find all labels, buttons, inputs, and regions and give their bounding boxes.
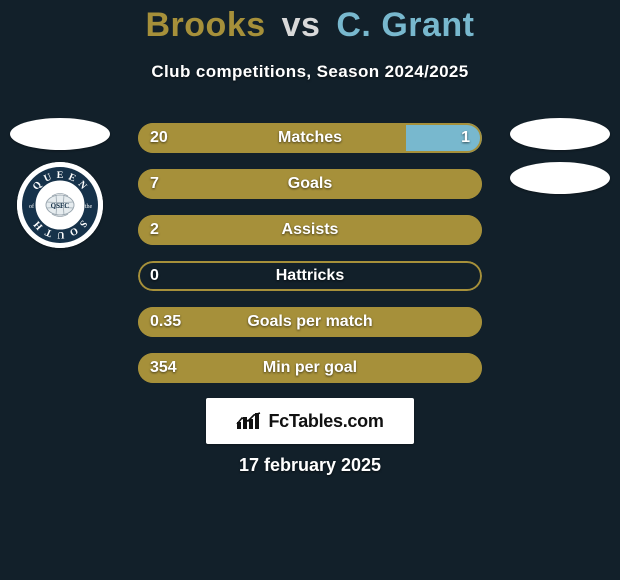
title-vs: vs bbox=[282, 6, 321, 44]
branding-card: FcTables.com bbox=[0, 398, 620, 444]
title-player-a: Brooks bbox=[146, 6, 266, 44]
date-text: 17 february 2025 bbox=[0, 455, 620, 476]
team-badge-placeholder bbox=[510, 162, 610, 194]
svg-text:of: of bbox=[29, 203, 34, 210]
stat-label: Assists bbox=[138, 215, 482, 245]
title-player-b: C. Grant bbox=[336, 6, 474, 44]
badges-right bbox=[510, 118, 610, 194]
stat-bar: 0.35Goals per match bbox=[138, 307, 482, 337]
stat-bar: 201Matches bbox=[138, 123, 482, 153]
stat-bar: 354Min per goal bbox=[138, 353, 482, 383]
bar-chart-icon bbox=[236, 411, 262, 431]
comparison-bars: 201Matches 7Goals 2Assists 0Hattricks 0.35Go… bbox=[138, 123, 482, 383]
branding-inner: FcTables.com bbox=[206, 398, 414, 444]
stat-bar: 7Goals bbox=[138, 169, 482, 199]
stat-bar: 2Assists bbox=[138, 215, 482, 245]
stat-label: Goals bbox=[138, 169, 482, 199]
branding-text: FcTables.com bbox=[268, 411, 383, 432]
stat-label: Goals per match bbox=[138, 307, 482, 337]
stat-label: Min per goal bbox=[138, 353, 482, 383]
stat-label: Hattricks bbox=[138, 261, 482, 291]
comparison-card: Brooks vs C. Grant Club competitions, Se… bbox=[0, 0, 620, 580]
title: Brooks vs C. Grant bbox=[0, 6, 620, 45]
svg-text:the: the bbox=[85, 204, 93, 210]
team-badge-placeholder bbox=[510, 118, 610, 150]
stat-label: Matches bbox=[138, 123, 482, 153]
badges-left: Q U E E N S O U T H of the QSFC bbox=[10, 118, 110, 248]
team-badge-placeholder bbox=[10, 118, 110, 150]
crest-icon: Q U E E N S O U T H of the QSFC bbox=[17, 162, 103, 248]
svg-text:QSFC: QSFC bbox=[51, 202, 70, 210]
team-crest-queen-of-the-south: Q U E E N S O U T H of the QSFC bbox=[17, 162, 103, 248]
stat-bar: 0Hattricks bbox=[138, 261, 482, 291]
subtitle: Club competitions, Season 2024/2025 bbox=[0, 62, 620, 82]
